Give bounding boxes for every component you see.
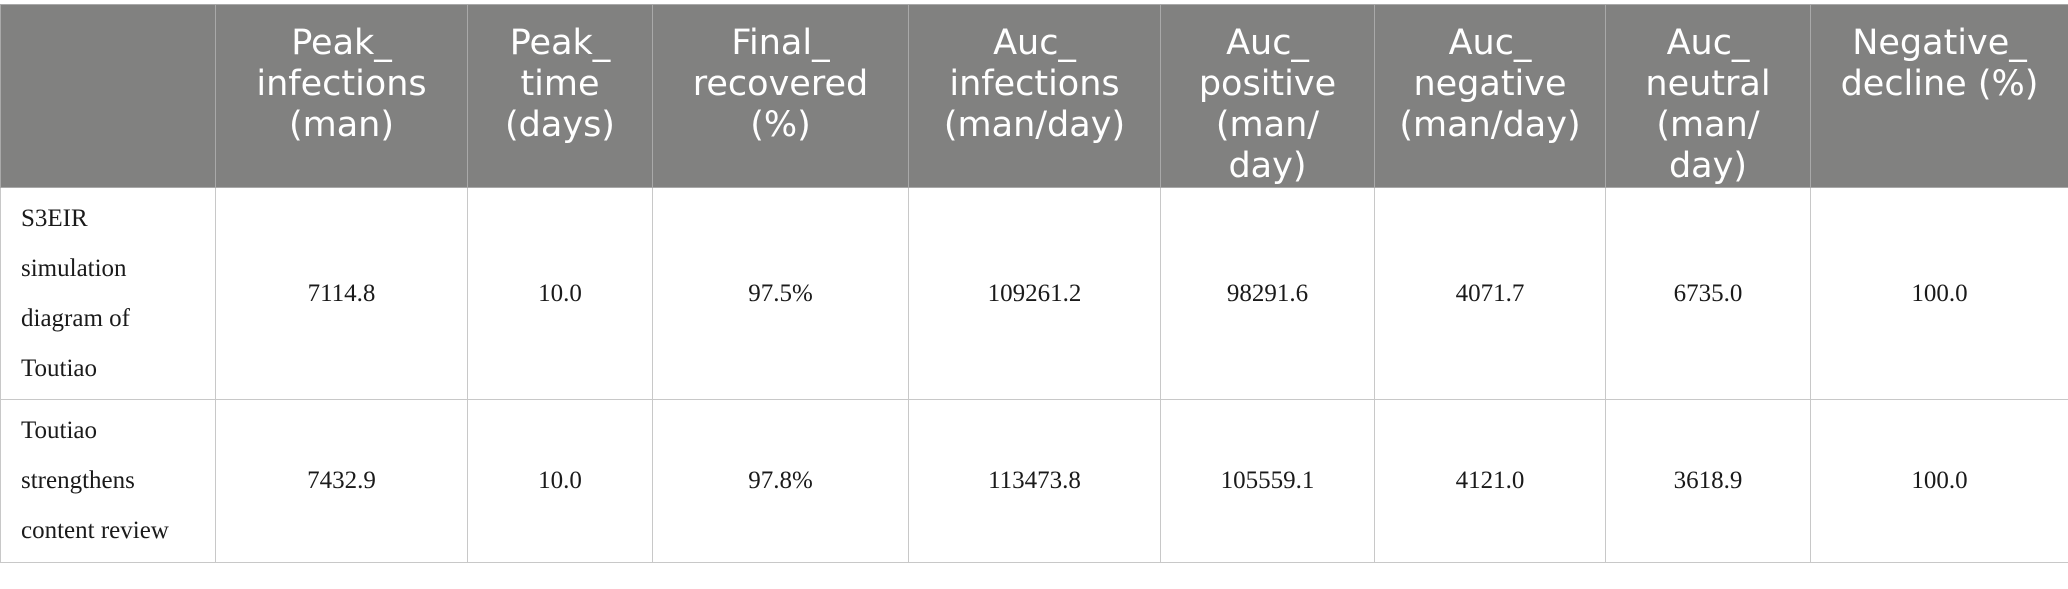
cell-auc-positive: 105559.1 <box>1160 399 1375 563</box>
cell-auc-negative: 4121.0 <box>1374 399 1606 563</box>
header-final-recovered: Final_ recovered (%) <box>652 4 909 188</box>
cell-auc-neutral: 3618.9 <box>1605 399 1811 563</box>
header-auc-negative: Auc_ negative (man/day) <box>1374 4 1606 188</box>
header-auc-neutral: Auc_ neutral (man/ day) <box>1605 4 1811 188</box>
row-label: Toutiao strengthens content review <box>0 399 216 563</box>
header-peak-time: Peak_ time (days) <box>467 4 653 188</box>
header-auc-infections: Auc_ infections (man/day) <box>908 4 1161 188</box>
cell-final-recovered: 97.8% <box>652 399 909 563</box>
header-peak-infections: Peak_ infections (man) <box>215 4 468 188</box>
header-row: Peak_ infections (man) Peak_ time (days)… <box>0 4 2068 188</box>
table-row: S3EIR simulation diagram of Toutiao 7114… <box>0 187 2068 400</box>
cell-auc-neutral: 6735.0 <box>1605 187 1811 400</box>
cell-peak-infections: 7432.9 <box>215 399 468 563</box>
results-table: Peak_ infections (man) Peak_ time (days)… <box>0 4 2068 563</box>
results-table-container: Peak_ infections (man) Peak_ time (days)… <box>0 4 2068 563</box>
cell-negative-decline: 100.0 <box>1810 187 2068 400</box>
cell-peak-infections: 7114.8 <box>215 187 468 400</box>
cell-final-recovered: 97.5% <box>652 187 909 400</box>
cell-peak-time: 10.0 <box>467 399 653 563</box>
cell-auc-infections: 113473.8 <box>908 399 1161 563</box>
cell-auc-positive: 98291.6 <box>1160 187 1375 400</box>
header-auc-positive: Auc_ positive (man/ day) <box>1160 4 1375 188</box>
cell-peak-time: 10.0 <box>467 187 653 400</box>
cell-negative-decline: 100.0 <box>1810 399 2068 563</box>
header-corner <box>0 4 216 188</box>
row-label: S3EIR simulation diagram of Toutiao <box>0 187 216 400</box>
header-negative-decline: Negative_ decline (%) <box>1810 4 2068 188</box>
table-row: Toutiao strengthens content review 7432.… <box>0 399 2068 563</box>
cell-auc-infections: 109261.2 <box>908 187 1161 400</box>
cell-auc-negative: 4071.7 <box>1374 187 1606 400</box>
